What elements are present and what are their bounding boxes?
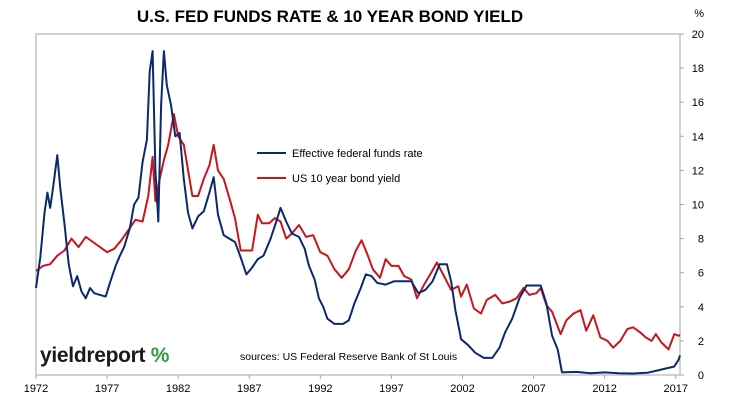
- x-tick-label: 1992: [308, 383, 332, 395]
- y-tick-label: 18: [692, 63, 704, 75]
- y-tick-label: 16: [692, 97, 704, 109]
- y-tick-label: 0: [698, 370, 704, 382]
- y-tick-label: 8: [698, 234, 704, 246]
- legend: Effective federal funds rate US 10 year b…: [257, 148, 423, 185]
- y-tick-label: 14: [692, 131, 704, 143]
- y-tick-label: 2: [698, 336, 704, 348]
- x-tick-label: 1997: [379, 383, 403, 395]
- y-tick-label: 10: [692, 200, 704, 212]
- legend-label-fed-funds-rate: Effective federal funds rate: [292, 148, 423, 160]
- series-lines: [35, 50, 681, 375]
- x-tick-label: 1987: [237, 383, 261, 395]
- logo-word-yield: yield: [40, 344, 87, 367]
- y-unit-label: %: [694, 8, 704, 20]
- y-tick-label: 4: [698, 302, 704, 314]
- x-tick-label: 2002: [450, 383, 474, 395]
- yieldreport-logo: yieldreport %: [40, 344, 169, 368]
- x-tick-label: 1977: [95, 383, 119, 395]
- x-tick-label: 1972: [24, 383, 48, 395]
- legend-label-bond-yield: US 10 year bond yield: [292, 173, 400, 185]
- y-tick-label: 20: [692, 29, 704, 41]
- y-tick-label: 6: [698, 268, 704, 280]
- x-axis: 1972 1977 1982 1987 1992 1997 2002 2007 2012 2017: [24, 375, 688, 395]
- logo-percent-symbol: %: [150, 344, 170, 367]
- series-line-bond-yield: [35, 113, 681, 351]
- x-tick-label: 2007: [521, 383, 545, 395]
- y-axis: 0 2 4 6 8 10 12 14 16 18 20: [680, 29, 704, 382]
- chart-title: U.S. FED FUNDS RATE & 10 YEAR BOND YIELD: [136, 7, 524, 26]
- x-tick-label: 1982: [166, 383, 190, 395]
- logo-word-report: report: [86, 344, 146, 367]
- y-tick-label: 12: [692, 165, 704, 177]
- series-line-fed-funds-rate: [35, 50, 681, 375]
- x-tick-label: 2012: [592, 383, 616, 395]
- source-note: sources: US Federal Reserve Bank of St L…: [240, 351, 458, 363]
- x-tick-label: 2017: [663, 383, 687, 395]
